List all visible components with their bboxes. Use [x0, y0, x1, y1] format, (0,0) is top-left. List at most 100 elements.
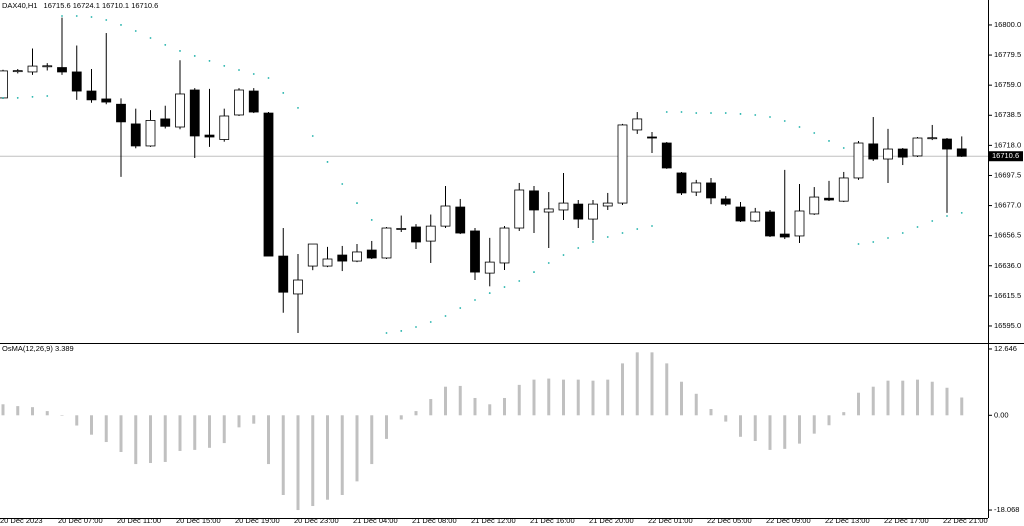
sar-dot — [134, 30, 137, 32]
sar-dot — [31, 96, 34, 98]
sar-dot — [857, 243, 860, 245]
x-tick-label: 22 Dec 05:00 — [707, 516, 752, 525]
bear-candle — [779, 233, 790, 238]
sar-dot — [2, 97, 4, 99]
sar-dot — [444, 315, 447, 317]
bull-candle — [853, 142, 864, 179]
sar-dot — [798, 126, 801, 128]
sar-dot — [665, 111, 668, 113]
x-tick-label: 20 Dec 11:00 — [117, 516, 161, 525]
sar-dot — [651, 225, 653, 227]
bull-candle — [750, 211, 761, 222]
bear-candle — [720, 198, 731, 205]
bull-candle — [145, 120, 156, 147]
sar-dot — [931, 220, 934, 222]
sar-dot — [547, 262, 550, 264]
sar-dot — [562, 254, 565, 256]
sar-dot — [61, 15, 63, 17]
histogram-bar — [60, 415, 64, 416]
high-value: 16724.1 — [73, 1, 100, 10]
histogram-bar — [399, 415, 403, 420]
sar-dot — [252, 73, 255, 75]
histogram-bar — [783, 415, 787, 449]
bear-candle — [706, 182, 716, 199]
sar-dot — [828, 140, 830, 142]
histogram-bar — [857, 392, 860, 416]
sar-dot — [400, 330, 403, 332]
bull-candle — [27, 65, 38, 73]
bull-candle — [381, 227, 392, 259]
histogram-bar — [340, 415, 344, 496]
bear-candle — [116, 103, 126, 123]
sar-dot — [842, 147, 845, 149]
bull-candle — [632, 118, 643, 131]
bear-candle — [765, 211, 775, 237]
histogram-bar — [650, 352, 654, 416]
bear-candle — [661, 142, 672, 169]
histogram-bar — [960, 397, 964, 416]
sar-dot — [370, 219, 373, 221]
sar-dot — [621, 232, 624, 234]
sar-dot — [459, 307, 462, 309]
histogram-bar — [680, 381, 683, 416]
histogram-bar — [635, 352, 639, 416]
sar-dot — [739, 113, 742, 115]
x-tick-label: 22 Dec 13:00 — [825, 516, 870, 525]
sar-dot — [695, 112, 698, 114]
histogram-bar — [311, 415, 315, 507]
bull-candle — [12, 70, 23, 73]
sar-dot — [488, 292, 491, 294]
bear-candle — [824, 197, 834, 201]
histogram-bar — [296, 415, 300, 511]
sar-dot — [916, 226, 919, 228]
osma-header: OsMA(12,26,9) 3.389 — [2, 344, 74, 353]
histogram-bar — [1, 404, 5, 416]
bear-candle — [942, 138, 952, 150]
histogram-bar — [621, 363, 624, 416]
sar-dot — [592, 241, 594, 243]
histogram-bar — [562, 379, 565, 416]
bull-candle — [543, 208, 554, 213]
bear-candle — [455, 206, 466, 234]
sar-dot — [474, 299, 476, 301]
histogram-bar — [149, 415, 152, 464]
osma-title: OsMA(12,26,9) — [2, 344, 53, 353]
x-tick-label: 22 Dec 09:00 — [766, 516, 811, 525]
histogram-bar — [414, 411, 418, 416]
bull-candle — [602, 202, 613, 207]
histogram-bar — [134, 415, 138, 465]
histogram-bar — [532, 379, 536, 416]
sar-dot — [769, 116, 771, 118]
sar-dot — [75, 15, 78, 17]
histogram-bar — [665, 363, 669, 416]
bull-candle — [883, 148, 893, 160]
bear-candle — [130, 123, 141, 147]
histogram-bar — [326, 415, 329, 500]
histogram-bar — [798, 415, 801, 444]
y-tick-label: 16677.0 — [994, 201, 1021, 210]
open-value: 16715.6 — [44, 1, 71, 10]
bull-candle — [838, 177, 849, 202]
bull-candle — [396, 228, 407, 230]
sar-dot — [297, 107, 299, 109]
x-tick-label: 20 Dec 2023 — [0, 516, 43, 525]
sar-dot — [149, 37, 152, 39]
bear-candle — [647, 136, 657, 139]
bull-candle — [175, 93, 185, 128]
histogram-bar — [827, 415, 831, 426]
bear-candle — [101, 98, 112, 103]
current-price-label: 16710.6 — [992, 151, 1019, 160]
bear-candle — [868, 143, 879, 160]
x-tick-label: 20 Dec 07:00 — [58, 516, 103, 525]
y-tick-label: 16718.0 — [994, 140, 1021, 149]
histogram-bar — [606, 379, 610, 416]
bull-candle — [794, 210, 805, 237]
y-tick-label: 16697.5 — [994, 170, 1021, 179]
sar-dot — [813, 132, 816, 134]
histogram-bar — [739, 415, 742, 437]
histogram-bar — [473, 397, 477, 416]
bear-candle — [263, 112, 274, 257]
bear-candle — [57, 67, 67, 73]
sar-dot — [385, 332, 388, 334]
sar-dot — [326, 161, 329, 163]
